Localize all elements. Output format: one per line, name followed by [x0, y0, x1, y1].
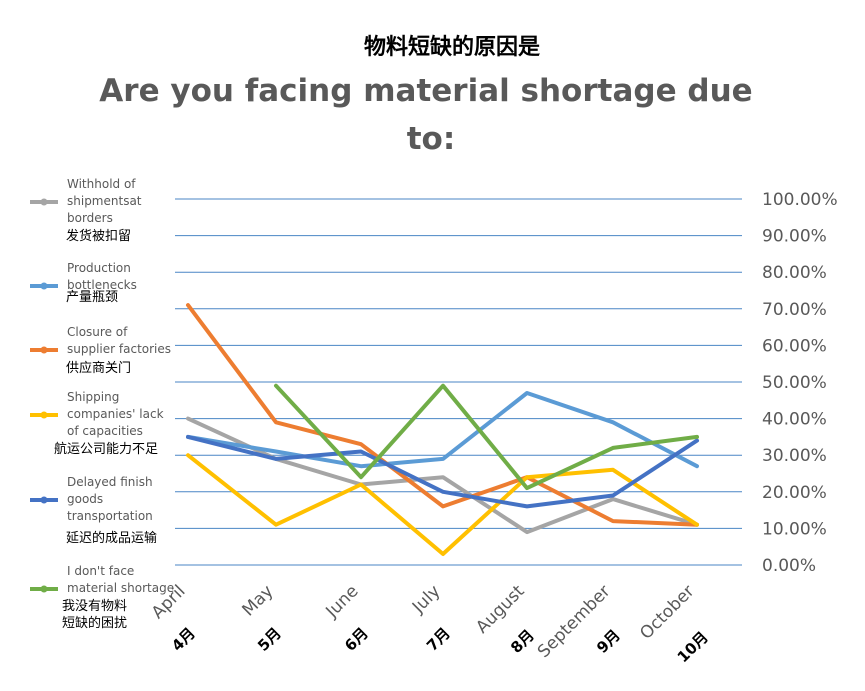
y-axis-ticks: 0.00% 10.00% 20.00% 30.00% 40.00% 50.00% 60.00… — [762, 190, 838, 576]
legend-label-cn: 航运公司能力不足 — [54, 441, 158, 457]
legend-label-cn: 发货被扣留 — [66, 228, 131, 244]
legend-marker — [40, 346, 48, 354]
series-line-3 — [186, 453, 699, 556]
x-tick-label-cn: 5月 — [254, 624, 285, 655]
legend-label-en: Closure of — [67, 325, 128, 339]
legend-label-en: of capacities — [67, 424, 143, 438]
y-tick-label: 50.00% — [762, 373, 827, 393]
y-tick-label: 0.00% — [762, 556, 816, 576]
legend-marker — [40, 411, 48, 419]
x-tick-label-cn: 7月 — [423, 624, 454, 655]
legend-item-2: Closure of supplier factories 供应商关门 — [30, 325, 171, 376]
legend-label-en: Delayed finish — [67, 475, 153, 489]
legend-item-0: Withhold of shipmentsat borders 发货被扣留 — [30, 177, 142, 244]
legend-marker — [40, 198, 48, 206]
series-line-5 — [274, 383, 699, 491]
legend-label-en: Production — [67, 261, 131, 275]
chart-title-en-line1: Are you facing material shortage due — [99, 73, 752, 109]
x-axis-ticks: April4月May5月June6月July7月August8月Septembe… — [148, 581, 712, 666]
legend-label-en: borders — [67, 211, 113, 225]
y-tick-label: 70.00% — [762, 300, 827, 320]
y-tick-label: 90.00% — [762, 227, 827, 247]
y-tick-label: 100.00% — [762, 190, 838, 210]
y-tick-label: 80.00% — [762, 263, 827, 283]
x-tick-label-en: July — [408, 581, 444, 617]
y-tick-label: 20.00% — [762, 483, 827, 503]
legend-marker — [40, 496, 48, 504]
x-tick-label-cn: 8月 — [507, 626, 538, 657]
legend-label-cn: 产量瓶颈 — [66, 290, 118, 305]
y-tick-label: 10.00% — [762, 519, 827, 539]
series-line-2 — [186, 303, 699, 527]
legend-label-cn: 延迟的成品运输 — [66, 530, 157, 546]
x-tick-label-cn: 6月 — [341, 624, 372, 655]
legend-label-cn: 供应商关门 — [66, 360, 131, 376]
y-tick-label: 40.00% — [762, 410, 827, 430]
legend-label-cn: 短缺的困扰 — [62, 615, 127, 631]
legend-label-en: bottlenecks — [67, 278, 137, 292]
x-tick-label-en: May — [239, 581, 278, 620]
legend-item-4: Delayed finish goods transportation 延迟的成品运输 — [30, 475, 157, 546]
legend-label-en: Shipping — [67, 390, 119, 404]
legend-label-en: transportation — [67, 509, 153, 523]
legend-label-en: material shortage — [67, 581, 174, 595]
y-tick-label: 30.00% — [762, 446, 827, 466]
x-tick-label-cn: 4月 — [168, 624, 199, 655]
y-tick-label: 60.00% — [762, 336, 827, 356]
legend-label-en: I don't face — [67, 564, 134, 578]
chart-title-en-line2: to: — [407, 121, 456, 157]
legend-label-en: supplier factories — [67, 342, 171, 356]
series-line-4 — [186, 434, 699, 509]
legend-item-3: Shipping companies' lack of capacities 航运公司… — [30, 390, 164, 457]
legend-label-cn: 我没有物料 — [62, 599, 127, 614]
legend-label-en: shipmentsat — [67, 194, 142, 208]
gridlines — [175, 198, 742, 566]
x-tick-label-en: October — [636, 581, 698, 643]
series-lines — [186, 303, 699, 556]
x-tick-label-en: June — [322, 581, 363, 622]
legend-label-en: companies' lack — [67, 407, 164, 421]
legend-label-en: Withhold of — [67, 177, 136, 191]
legend-label-en: goods — [67, 492, 103, 506]
x-tick-label-en: August — [472, 581, 528, 637]
chart-title-cn: 物料短缺的原因是 — [364, 34, 540, 60]
legend-marker — [40, 585, 48, 593]
x-tick-label-cn: 9月 — [593, 626, 624, 657]
x-tick-label-cn: 10月 — [674, 628, 712, 666]
legend-marker — [40, 282, 48, 290]
series-line-1 — [186, 391, 699, 469]
legend: Withhold of shipmentsat borders 发货被扣留 Produc… — [30, 177, 174, 631]
